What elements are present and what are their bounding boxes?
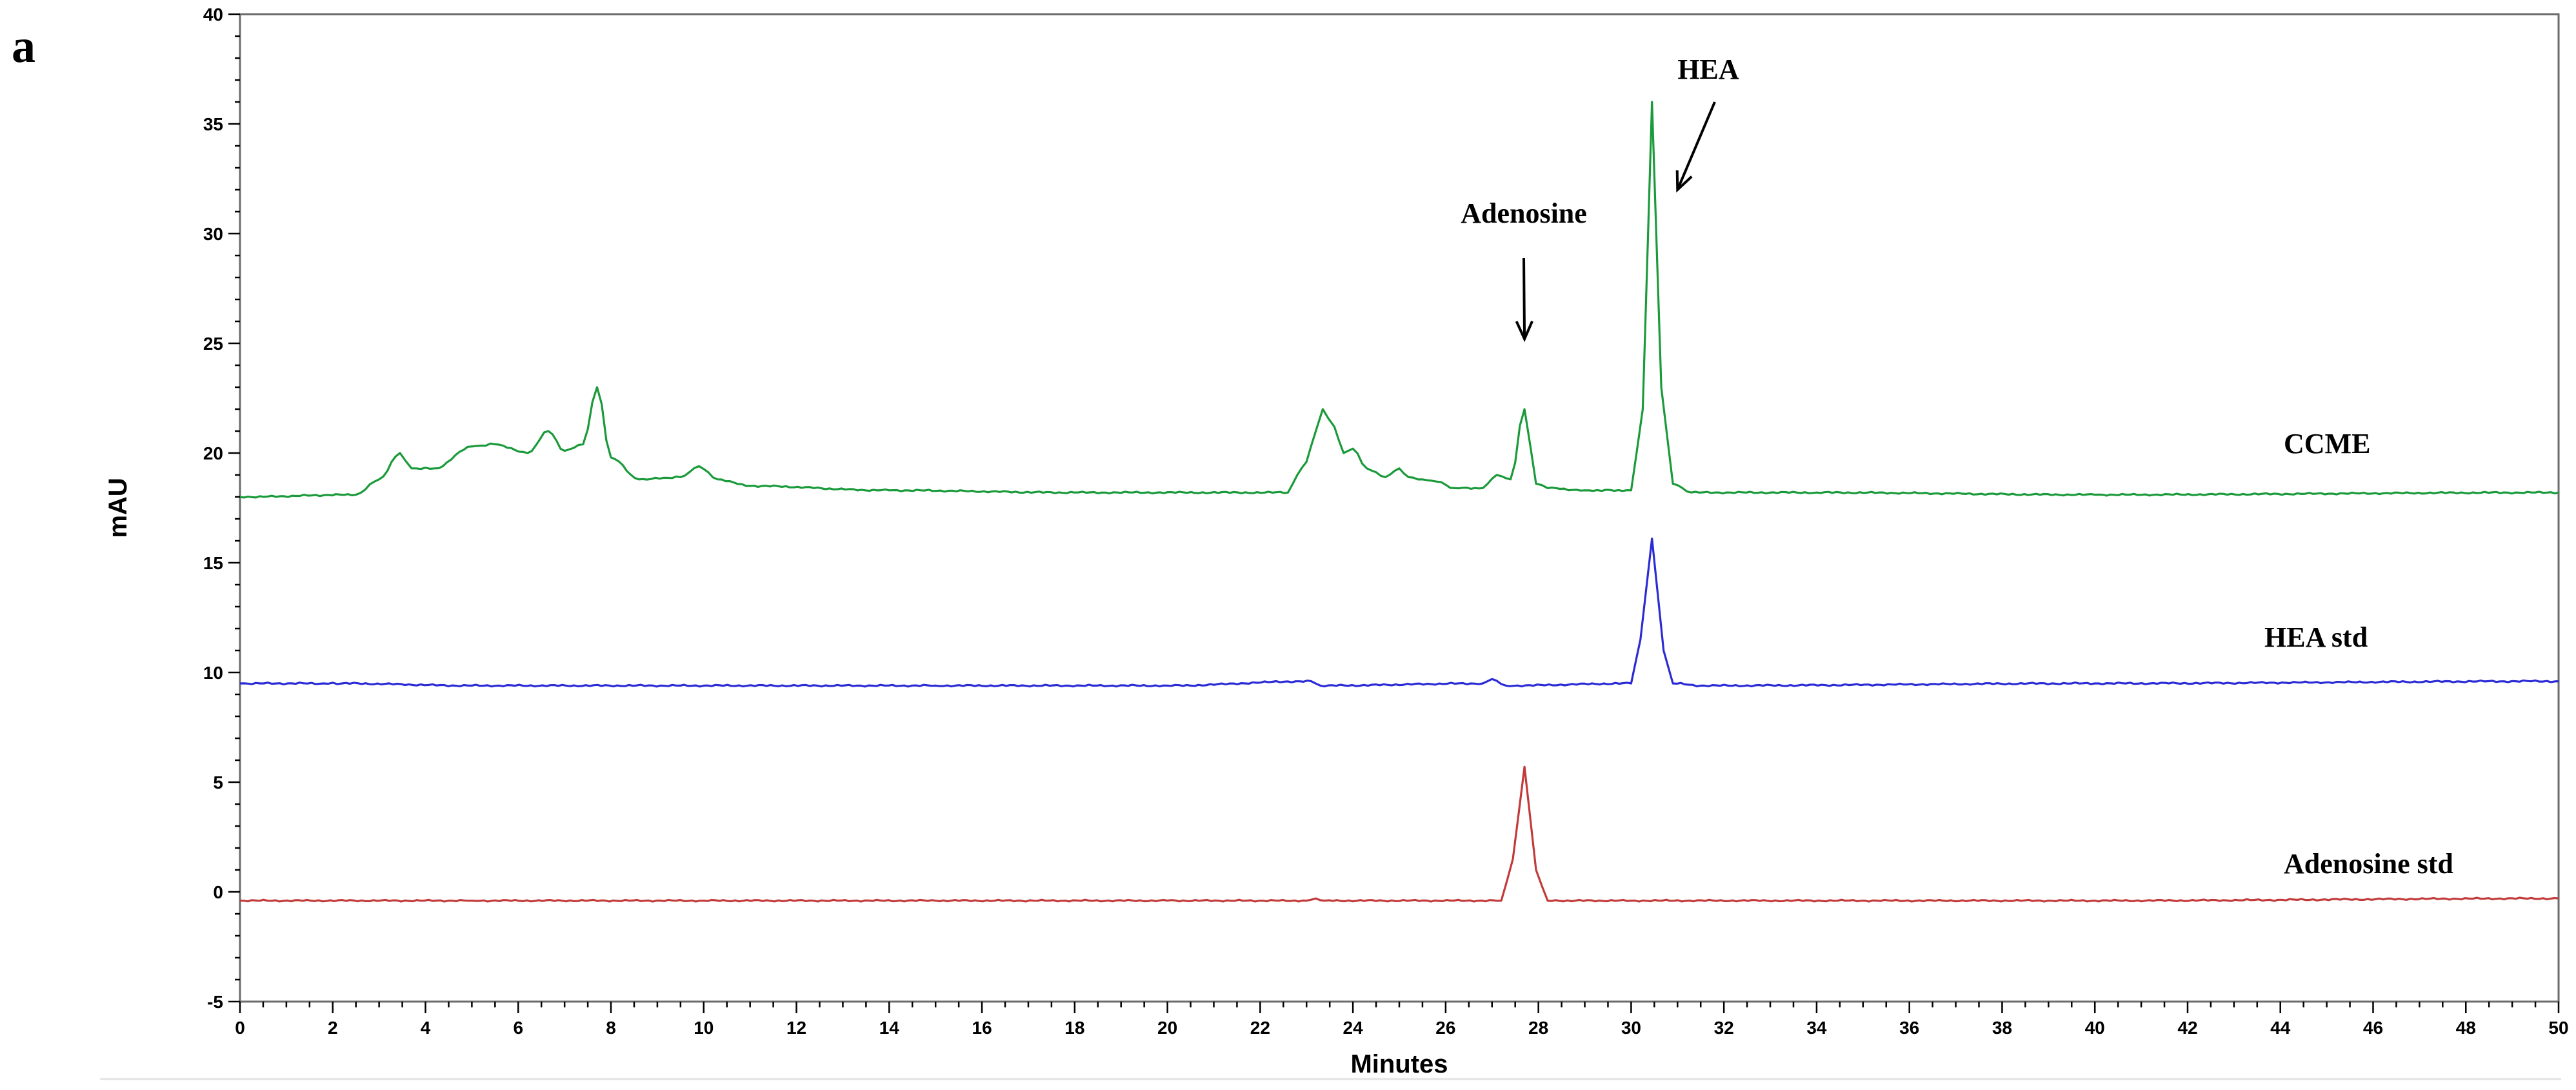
x-tick-label: 14 [879, 1018, 900, 1038]
y-tick-label: 10 [203, 663, 223, 683]
hea-arrow-head [1675, 170, 1693, 193]
y-axis: -5 0 5 10 15 20 25 30 35 40 [203, 5, 240, 1012]
y-tick-label: 35 [203, 114, 223, 134]
x-tick-label: 24 [1343, 1018, 1364, 1038]
y-axis-title: mAU [104, 478, 132, 538]
series-line [239, 538, 2559, 688]
y-tick-label: 5 [213, 772, 223, 792]
x-tick-label: 26 [1435, 1018, 1455, 1038]
x-tick-label: 0 [235, 1018, 245, 1038]
x-tick-label: 28 [1528, 1018, 1548, 1038]
x-tick-label: 46 [2363, 1018, 2383, 1038]
x-tick-label: 4 [421, 1018, 431, 1038]
series-line [239, 765, 2559, 903]
x-tick-label: 30 [1621, 1018, 1641, 1038]
x-tick-label: 22 [1250, 1018, 1270, 1038]
hea-arrow-shaft [1676, 101, 1716, 190]
x-tick-label: 2 [328, 1018, 338, 1038]
x-tick-label: 16 [972, 1018, 992, 1038]
adenosine-arrow-head [1515, 320, 1533, 343]
x-tick-label: 42 [2177, 1018, 2197, 1038]
x-tick-label: 6 [513, 1018, 523, 1038]
x-tick-label: 18 [1064, 1018, 1084, 1038]
x-axis-title: Minutes [1350, 1050, 1448, 1078]
y-tick-label: 30 [203, 224, 223, 244]
series-line [239, 101, 2559, 499]
x-tick-label: 44 [2270, 1018, 2291, 1038]
x-axis: 0 2 4 6 8 10 12 14 16 18 20 22 24 26 28 30 32 34 36 38 40 42 4… [235, 1002, 2569, 1038]
x-tick-label: 34 [1806, 1018, 1827, 1038]
y-tick-label: 15 [203, 553, 223, 573]
y-tick-label: 20 [203, 443, 223, 463]
x-tick-label: 40 [2085, 1018, 2105, 1038]
annotation-adenosine: Adenosine [1461, 197, 1587, 229]
y-tick-label: -5 [207, 992, 223, 1012]
x-tick-label: 50 [2548, 1018, 2568, 1038]
x-tick-label: 10 [694, 1018, 714, 1038]
annotation-hea: HEA [1677, 54, 1739, 85]
x-tick-label: 32 [1714, 1018, 1734, 1038]
x-tick-label: 12 [786, 1018, 806, 1038]
x-tick-label: 36 [1899, 1018, 1919, 1038]
x-tick-label: 38 [1992, 1018, 2012, 1038]
label-hea-std: HEA std [2264, 621, 2368, 653]
plot-frame [239, 13, 2560, 1003]
y-tick-label: 25 [203, 334, 223, 354]
y-tick-label: 40 [203, 5, 223, 25]
x-tick-label: 48 [2456, 1018, 2476, 1038]
label-adenosine-std: Adenosine std [2284, 848, 2453, 880]
x-tick-label: 20 [1157, 1018, 1177, 1038]
peak-annotations: Adenosine HEA CCME HEA std Adenosine std [1461, 54, 2453, 880]
y-tick-label: 0 [213, 882, 223, 902]
x-tick-label: 8 [606, 1018, 616, 1038]
label-ccme: CCME [2284, 428, 2370, 459]
chromatogram-traces [239, 101, 2559, 903]
panel-label: a [12, 20, 35, 73]
